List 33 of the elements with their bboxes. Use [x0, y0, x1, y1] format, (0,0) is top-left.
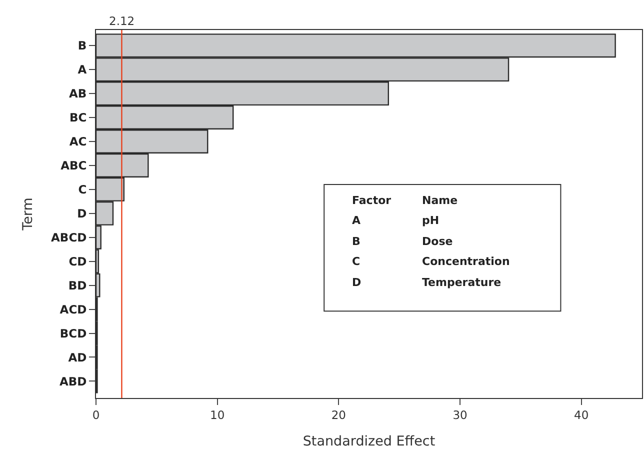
annotation: A	[352, 214, 361, 227]
y-tick-label: ACD	[60, 302, 87, 316]
y-axis-title: Term	[20, 198, 36, 232]
annotation: Name	[422, 194, 458, 207]
y-tick-label: AD	[68, 350, 87, 364]
annotation: Concentration	[422, 255, 510, 268]
y-tick-label: AB	[69, 86, 87, 101]
annotation: C	[352, 255, 360, 268]
y-tick-label: ABCD	[51, 230, 87, 244]
y-tick-label: AC	[69, 134, 87, 149]
y-tick-label: C	[78, 182, 87, 196]
y-tick-label: BC	[69, 110, 87, 125]
x-axis-title: Standardized Effect	[302, 434, 436, 450]
y-tick-label: B	[78, 38, 87, 53]
y-tick-label: A	[78, 62, 87, 77]
annotation: D	[352, 276, 362, 289]
x-tick-label: 30	[452, 408, 468, 422]
y-tick-label: BCD	[60, 326, 87, 340]
x-tick-label: 0	[92, 408, 100, 422]
annotation: B	[352, 235, 360, 248]
y-tick-label: BD	[68, 278, 87, 292]
annotation: Dose	[422, 235, 453, 248]
annotation: Temperature	[422, 276, 502, 289]
y-tick-label: ABD	[59, 374, 87, 388]
ref-line-label: 2.12	[109, 14, 135, 28]
y-tick-label: ABC	[60, 158, 87, 172]
y-tick-label: D	[77, 206, 87, 220]
x-tick-label: 20	[331, 408, 346, 422]
annotation: pH	[422, 214, 440, 227]
x-tick-label: 10	[210, 408, 225, 422]
annotation: Factor	[352, 194, 392, 207]
y-tick-label: CD	[68, 254, 87, 268]
x-tick-label: 40	[574, 408, 589, 422]
